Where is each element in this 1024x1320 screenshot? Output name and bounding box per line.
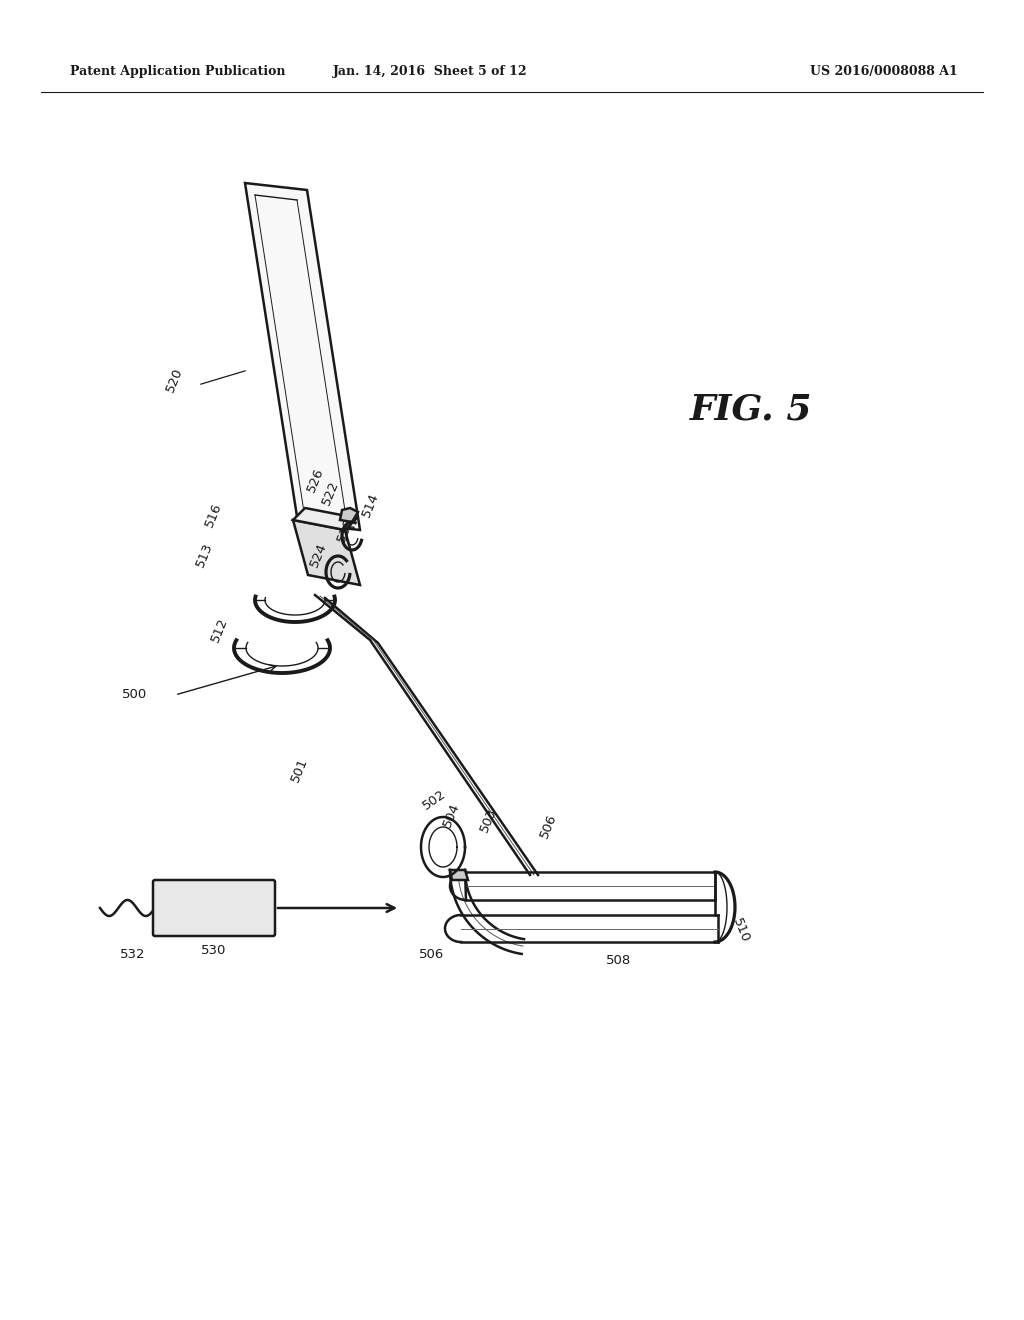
Text: 524: 524: [308, 541, 330, 569]
Text: 510: 510: [730, 916, 752, 944]
Polygon shape: [245, 183, 360, 531]
Text: 506: 506: [420, 949, 444, 961]
FancyBboxPatch shape: [153, 880, 275, 936]
Polygon shape: [293, 508, 357, 531]
Polygon shape: [450, 870, 468, 880]
Text: 522: 522: [319, 479, 342, 507]
Text: US 2016/0008088 A1: US 2016/0008088 A1: [810, 66, 957, 78]
Text: 506: 506: [538, 812, 559, 840]
Text: 513: 513: [194, 541, 215, 569]
Text: 516: 516: [203, 500, 224, 529]
Text: 526: 526: [305, 466, 327, 494]
Text: Jan. 14, 2016  Sheet 5 of 12: Jan. 14, 2016 Sheet 5 of 12: [333, 66, 527, 78]
Text: 508: 508: [606, 953, 631, 966]
Text: 501: 501: [289, 756, 310, 784]
Text: 520: 520: [164, 366, 185, 395]
Text: 503: 503: [478, 805, 500, 834]
Text: 518: 518: [335, 516, 356, 544]
Text: 502: 502: [420, 788, 449, 813]
Text: 512: 512: [209, 615, 230, 644]
Text: 530: 530: [202, 944, 226, 957]
Text: 532: 532: [120, 949, 145, 961]
Text: Patent Application Publication: Patent Application Publication: [70, 66, 286, 78]
Text: FIG. 5: FIG. 5: [690, 393, 812, 426]
Text: 500: 500: [122, 689, 147, 701]
Text: 514: 514: [360, 491, 382, 519]
Polygon shape: [293, 520, 360, 585]
Polygon shape: [340, 508, 358, 521]
Text: 504: 504: [440, 801, 462, 829]
